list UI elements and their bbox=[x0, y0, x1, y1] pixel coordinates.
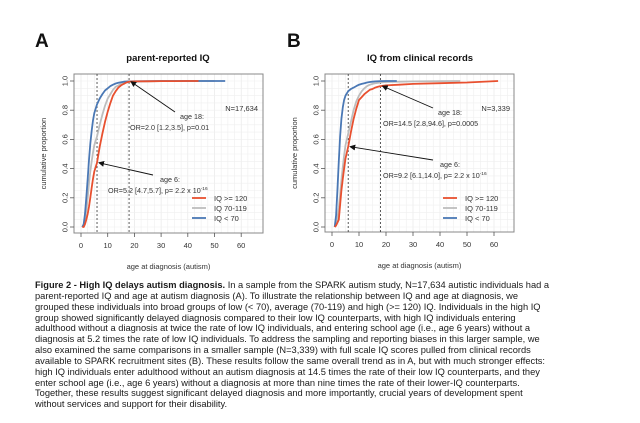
caption-text: without services and support for their d… bbox=[35, 399, 228, 410]
caption-text: Together, these results suggest signific… bbox=[35, 388, 523, 399]
caption-line: also examined the same comparisons in a … bbox=[35, 345, 635, 356]
caption-line: Together, these results suggest signific… bbox=[35, 388, 635, 399]
x-tick-label: 0 bbox=[330, 240, 334, 249]
figure-caption: Figure 2 - High IQ delays autism diagnos… bbox=[35, 280, 635, 410]
y-tick-label: 0.0 bbox=[61, 222, 70, 232]
x-tick-label: 10 bbox=[104, 241, 112, 250]
caption-text: enter school age (i.e., age 6 years) wit… bbox=[35, 377, 520, 388]
caption-text: high IQ individuals enter adulthood with… bbox=[35, 366, 540, 377]
y-tick-label: 0.0 bbox=[312, 222, 321, 232]
annotation-title: age 18: bbox=[438, 108, 462, 117]
panel-b-x-axis-label: age at diagnosis (autism) bbox=[378, 261, 462, 270]
legend-label: IQ >= 120 bbox=[465, 194, 498, 203]
caption-text: adulthood without a diagnosis at twice t… bbox=[35, 323, 531, 334]
x-tick-label: 20 bbox=[382, 240, 390, 249]
annotation-text: OR=5.2 [4.7,5.7], p= 2.2 x 10-16 bbox=[108, 186, 208, 195]
panel-a-title: parent-reported IQ bbox=[126, 53, 209, 64]
caption-text: diagnosis at 5.2 times the rate of low I… bbox=[35, 334, 540, 345]
panel-b-grid bbox=[325, 74, 514, 232]
y-tick-label: 0.6 bbox=[312, 134, 321, 144]
y-tick-label: 0.4 bbox=[312, 163, 321, 173]
caption-line: Figure 2 - High IQ delays autism diagnos… bbox=[35, 280, 635, 291]
x-tick-label: 30 bbox=[409, 240, 417, 249]
caption-text: parent-reported IQ and age at autism dia… bbox=[35, 290, 519, 301]
x-tick-label: 50 bbox=[210, 241, 218, 250]
panel-b-title: IQ from clinical records bbox=[367, 53, 473, 64]
x-tick-label: 60 bbox=[237, 241, 245, 250]
annotation-arrow bbox=[381, 85, 434, 109]
panel-b-y-axis-label: cumulative proportion bbox=[290, 117, 299, 189]
panel-b-plot-frame bbox=[324, 73, 515, 233]
legend-label: IQ >= 120 bbox=[214, 194, 247, 203]
caption-line: grouped these individuals into broad gro… bbox=[35, 302, 635, 313]
legend-label: IQ < 70 bbox=[214, 214, 239, 223]
caption-text: In a sample from the SPARK autism study,… bbox=[225, 280, 550, 290]
legend-label: IQ 70-119 bbox=[465, 204, 498, 213]
annotation-arrow bbox=[349, 144, 434, 161]
panel-a-sample-size: N=17,634 bbox=[225, 104, 258, 113]
caption-text: group showed significantly delayed diagn… bbox=[35, 312, 516, 323]
caption-line: diagnosis at 5.2 times the rate of low I… bbox=[35, 334, 635, 345]
caption-line: without services and support for their d… bbox=[35, 399, 635, 410]
caption-text: also examined the same comparisons in a … bbox=[35, 345, 531, 356]
panel-a-y-axis-label: cumulative proportion bbox=[39, 118, 48, 190]
y-tick-label: 0.2 bbox=[312, 193, 321, 203]
caption-text: grouped these individuals into broad gro… bbox=[35, 301, 541, 312]
panel-a-plot-frame bbox=[73, 73, 264, 234]
panel-b: B IQ from clinical records 0.0 0.2 0.4 0.6 0.8… bbox=[287, 31, 515, 270]
x-tick-label: 40 bbox=[436, 240, 444, 249]
legend-label: IQ < 70 bbox=[465, 214, 490, 223]
caption-line: adulthood without a diagnosis at twice t… bbox=[35, 323, 635, 334]
x-tick-label: 30 bbox=[157, 241, 165, 250]
x-tick-label: 20 bbox=[130, 241, 138, 250]
y-tick-label: 1.0 bbox=[312, 76, 321, 86]
caption-line: high IQ individuals enter adulthood with… bbox=[35, 367, 635, 378]
x-tick-label: 50 bbox=[463, 240, 471, 249]
caption-line: available to SPARK recruitment sites (B)… bbox=[35, 356, 635, 367]
annotation-arrow bbox=[130, 81, 176, 113]
panel-a-x-axis-label: age at diagnosis (autism) bbox=[127, 262, 211, 271]
annotation-text: OR=2.0 [1.2,3.5], p=0.01 bbox=[130, 123, 209, 132]
caption-title: Figure 2 - High IQ delays autism diagnos… bbox=[35, 280, 226, 290]
caption-line: parent-reported IQ and age at autism dia… bbox=[35, 291, 635, 302]
y-tick-label: 1.0 bbox=[61, 76, 70, 86]
y-tick-label: 0.6 bbox=[61, 134, 70, 144]
y-tick-label: 0.4 bbox=[61, 163, 70, 173]
annotation-title: age 6: bbox=[160, 175, 180, 184]
annotation-title: age 6: bbox=[440, 160, 460, 169]
y-tick-label: 0.2 bbox=[61, 193, 70, 203]
legend-label: IQ 70-119 bbox=[214, 204, 247, 213]
series-line-iq-70-119 bbox=[333, 80, 461, 228]
x-tick-label: 40 bbox=[184, 241, 192, 250]
panel-a-grid bbox=[74, 74, 263, 233]
annotation-arrow bbox=[98, 160, 154, 176]
x-tick-label: 60 bbox=[490, 240, 498, 249]
annotation-title: age 18: bbox=[180, 112, 204, 121]
annotation-text: OR=14.5 [2.8,94.6], p=0.0005 bbox=[383, 119, 478, 128]
y-tick-label: 0.8 bbox=[61, 105, 70, 115]
x-tick-label: 10 bbox=[355, 240, 363, 249]
series-line-iq-120 bbox=[82, 80, 199, 228]
series-line-iq-70 bbox=[333, 80, 397, 228]
panel-b-sample-size: N=3,339 bbox=[481, 104, 510, 113]
y-tick-label: 0.8 bbox=[312, 105, 321, 115]
caption-line: group showed significantly delayed diagn… bbox=[35, 313, 635, 324]
annotation-text: OR=9.2 [6.1,14.0], p= 2.2 x 10-16 bbox=[383, 171, 487, 180]
caption-line: enter school age (i.e., age 6 years) wit… bbox=[35, 378, 635, 389]
panel-a-label: A bbox=[35, 31, 49, 52]
panel-b-label: B bbox=[287, 31, 301, 52]
series-line-iq-120 bbox=[334, 80, 499, 228]
caption-text: available to SPARK recruitment sites (B)… bbox=[35, 355, 546, 366]
x-tick-label: 0 bbox=[79, 241, 83, 250]
